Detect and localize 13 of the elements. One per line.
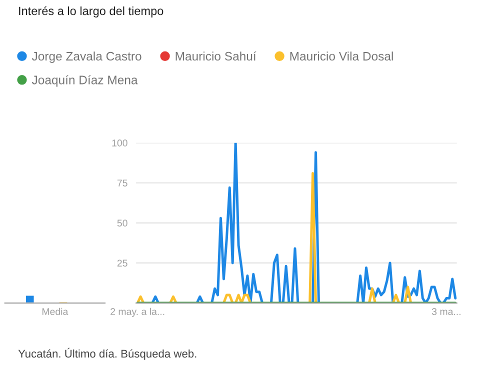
y-tick-label: 50 [117, 220, 128, 227]
chart-title: Interés a lo largo del tiempo [19, 6, 164, 18]
y-tick-label: 100 [112, 140, 128, 146]
x-tick-label: 2 may. a la... [110, 308, 164, 317]
x-tick-label: 3 ma... [432, 308, 460, 316]
legend-label: Mauricio Vila Dosal [290, 52, 393, 61]
text: Yucatán. Último día. Búsqueda web. [18, 348, 196, 360]
y-tick-label: 75 [117, 180, 128, 186]
y-tick-label: 25 [117, 260, 128, 267]
x-tick-label: Media [42, 308, 68, 316]
legend-label: Jorge Zavala Castro [32, 52, 142, 63]
legend-label: Joaquín Díaz Mena [32, 75, 138, 87]
legend-label: Mauricio Sahuí [176, 51, 256, 61]
